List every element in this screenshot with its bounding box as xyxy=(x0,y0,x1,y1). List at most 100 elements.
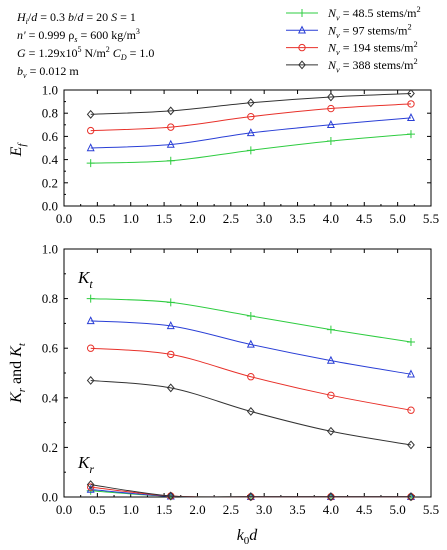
data-point xyxy=(246,311,255,320)
x-tick-label: 1.0 xyxy=(123,502,139,517)
data-point xyxy=(86,126,95,135)
data-point xyxy=(247,373,255,381)
x-tick-label: 0.0 xyxy=(56,502,72,517)
legend-label: Nv = 48.5 stems/m2 xyxy=(327,5,421,22)
data-point xyxy=(167,123,175,131)
y-tick-label: 0.8 xyxy=(42,291,58,306)
data-point xyxy=(86,143,95,152)
parameter-block: Hi/d = 0.3 b/d = 20 S = 1 n' = 0.999 ρs … xyxy=(16,10,154,80)
data-point xyxy=(86,294,95,303)
data-point xyxy=(327,92,335,102)
legend-marker xyxy=(298,43,306,52)
x-tick-label: 1.0 xyxy=(123,211,139,226)
param-line-4: bv = 0.012 m xyxy=(17,64,79,80)
y-tick-label: 0.0 xyxy=(42,490,58,505)
data-point xyxy=(406,338,415,346)
x-tick-label: 1.5 xyxy=(156,211,172,226)
data-point xyxy=(86,109,95,119)
data-point xyxy=(407,440,415,450)
data-point xyxy=(406,130,415,139)
y-axis-label: Ef xyxy=(8,142,28,158)
x-tick-label: 5.0 xyxy=(390,211,406,226)
legend-marker xyxy=(298,9,306,17)
x-tick-label: 4.5 xyxy=(356,502,372,517)
data-point xyxy=(166,298,175,307)
data-point xyxy=(166,383,175,393)
data-point xyxy=(86,316,95,325)
y-tick-label: 0.2 xyxy=(42,175,58,190)
data-point xyxy=(327,426,335,436)
legend-label: Nv = 388 stems/m2 xyxy=(327,57,418,74)
series-line xyxy=(90,379,412,446)
x-tick-label: 0.5 xyxy=(89,211,105,226)
data-point xyxy=(86,344,95,352)
data-point xyxy=(166,321,175,330)
data-point xyxy=(246,339,255,348)
y-tick-label: 0.6 xyxy=(42,341,59,356)
data-point xyxy=(86,483,95,491)
param-line-2: n' = 0.999 ρs = 600 kg/m3 xyxy=(17,27,140,44)
y-axis-label: Kr and Kt xyxy=(8,342,28,404)
data-point xyxy=(166,106,175,116)
series-line xyxy=(90,347,412,411)
data-point xyxy=(406,369,415,378)
series-line xyxy=(90,298,412,343)
y-tick-label: 1.0 xyxy=(42,242,58,257)
legend-label: Nv = 194 stems/m2 xyxy=(327,40,418,57)
x-tick-label: 4.0 xyxy=(323,502,339,517)
y-tick-label: 0.4 xyxy=(42,390,59,405)
x-tick-label: 0.0 xyxy=(56,211,72,226)
data-point xyxy=(246,98,255,108)
data-point xyxy=(327,104,335,113)
legend-label: Nv = 97 stems/m2 xyxy=(327,23,412,40)
x-tick-label: 3.5 xyxy=(289,211,305,226)
series-line xyxy=(90,484,411,498)
legend-marker xyxy=(297,25,307,34)
curve-annotation: Kr xyxy=(77,453,94,476)
data-point xyxy=(326,355,335,364)
series-line xyxy=(90,320,412,375)
legend-marker xyxy=(298,60,306,70)
x-tick-label: 2.0 xyxy=(189,502,205,517)
data-point xyxy=(166,156,175,165)
plot-frame xyxy=(63,248,432,498)
data-point xyxy=(407,89,415,98)
y-tick-label: 0.0 xyxy=(42,199,58,214)
x-tick-label: 4.5 xyxy=(356,211,372,226)
data-point xyxy=(407,406,415,414)
param-line-1: Hi/d = 0.3 b/d = 20 S = 1 xyxy=(16,10,136,26)
data-point xyxy=(166,491,175,501)
x-tick-label: 5.0 xyxy=(390,502,406,517)
data-point xyxy=(326,119,335,128)
data-point xyxy=(406,113,415,122)
x-tick-label: 2.0 xyxy=(189,211,205,226)
data-point xyxy=(326,325,335,334)
data-point xyxy=(326,137,335,146)
x-axis-label: k0d xyxy=(237,527,259,547)
data-point xyxy=(247,112,255,121)
x-tick-label: 4.0 xyxy=(323,211,339,226)
data-point xyxy=(167,350,175,359)
curve-annotation: Kt xyxy=(77,268,93,291)
panel-kr-kt: 0.0 0.5 1.0 1.5 2.0 2.5 3.0 3.5 4.0 4.5 5.0 5.5 0.0 0… xyxy=(8,242,439,548)
data-point xyxy=(86,480,95,490)
data-point xyxy=(86,159,95,168)
y-tick-label: 0.2 xyxy=(42,440,58,455)
series-line xyxy=(90,92,412,115)
y-tick-label: 0.8 xyxy=(42,106,58,121)
x-tick-label: 1.5 xyxy=(156,502,172,517)
series-line xyxy=(90,117,412,149)
y-tick-label: 0.4 xyxy=(42,152,59,167)
data-point xyxy=(246,128,255,137)
series-line xyxy=(90,103,412,132)
data-point xyxy=(407,492,415,502)
x-tick-label: 3.0 xyxy=(256,502,272,517)
data-point xyxy=(86,484,95,493)
x-tick-label: 2.5 xyxy=(223,211,239,226)
x-tick-label: 3.5 xyxy=(289,502,305,517)
y-tick-label: 0.6 xyxy=(42,129,59,144)
param-line-3: G = 1.29x105 N/m2 CD = 1.0 xyxy=(17,45,154,62)
data-point xyxy=(246,492,255,502)
